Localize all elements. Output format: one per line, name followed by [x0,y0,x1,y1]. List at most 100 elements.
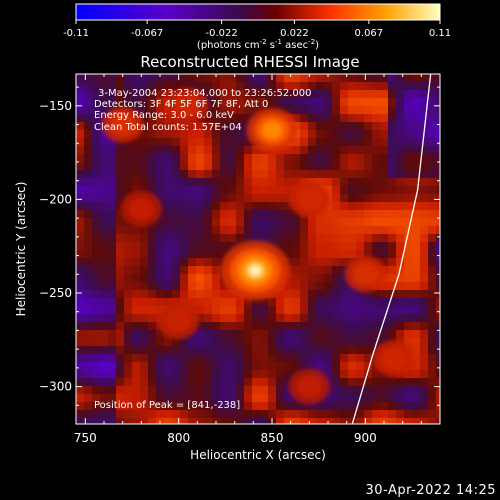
emission-cell [300,154,309,163]
emission-cell [276,154,285,163]
emission-cell [372,370,381,379]
emission-cell [316,90,325,99]
emission-cell [308,402,317,411]
emission-cell [388,274,397,283]
emission-cell [436,218,440,227]
emission-cell [196,354,205,363]
emission-cell [124,322,133,331]
emission-cell [92,378,101,387]
emission-cell [100,266,109,275]
emission-cell [172,370,181,379]
emission-cell [420,250,429,259]
emission-cell [164,346,173,355]
emission-cell [316,354,325,363]
emission-cell [404,338,413,347]
emission-cell [204,346,213,355]
emission-cell [148,258,157,267]
emission-cell [180,266,189,275]
emission-cell [260,162,269,171]
emission-cell [212,274,221,283]
emission-cell [252,402,261,411]
emission-cell [436,162,440,171]
emission-cell [404,290,413,299]
info-time-range: 3-May-2004 23:23:04.000 to 23:26:52.000 [98,88,311,99]
emission-cell [260,218,269,227]
emission-cell [156,282,165,291]
emission-cell [124,386,133,395]
emission-cell [92,418,101,424]
emission-cell [76,114,85,123]
colorbar [75,3,441,21]
emission-cell [340,242,349,251]
emission-cell [380,98,389,107]
emission-cell [316,410,325,419]
emission-cell [164,418,173,424]
emission-cell [132,410,141,419]
emission-cell [84,194,93,203]
emission-cell [92,186,101,195]
emission-cell [340,418,349,424]
emission-cell [84,266,93,275]
emission-cell [252,162,261,171]
emission-cell [380,378,389,387]
emission-cell [92,138,101,147]
emission-cell [436,394,440,403]
emission-cell [396,410,405,419]
emission-cell [324,346,333,355]
emission-cell [388,298,397,307]
emission-cell [260,354,269,363]
emission-cell [420,298,429,307]
emission-cell [356,114,365,123]
emission-cell [92,82,101,91]
emission-cell [188,242,197,251]
emission-cell [212,90,221,99]
emission-cell [92,226,101,235]
emission-cell [116,282,125,291]
emission-cell [100,298,109,307]
emission-cell [260,370,269,379]
emission-cell [380,194,389,203]
emission-cell [380,90,389,99]
emission-cell [404,178,413,187]
emission-cell [76,170,85,179]
emission-cell [388,130,397,139]
emission-cell [316,258,325,267]
emission-cell [348,370,357,379]
emission-cell [156,410,165,419]
emission-cell [316,98,325,107]
emission-cell [164,178,173,187]
emission-cell [292,266,301,275]
emission-cell [140,122,149,131]
emission-cell [236,202,245,211]
emission-cell [244,146,253,155]
emission-cell [84,378,93,387]
emission-cell [148,74,157,83]
emission-cell [332,162,341,171]
emission-cell [84,322,93,331]
emission-cell [396,178,405,187]
emission-cell [188,298,197,307]
emission-cell [204,178,213,187]
emission-cell [364,306,373,315]
emission-cell [236,346,245,355]
emission-cell [404,90,413,99]
emission-cell [220,186,229,195]
emission-cell [364,210,373,219]
emission-cell [428,74,437,83]
emission-cell [92,370,101,379]
emission-cell [340,90,349,99]
emission-cell [396,290,405,299]
emission-cell [132,378,141,387]
emission-cell [84,330,93,339]
emission-cell [300,354,309,363]
emission-cell [148,178,157,187]
emission-cell [428,210,437,219]
emission-cell [412,218,421,227]
emission-cell [164,186,173,195]
emission-cell [132,418,141,424]
emission-cell [404,218,413,227]
emission-cell [428,402,437,411]
emission-cell [76,282,85,291]
emission-cell [244,106,253,115]
emission-cell [220,194,229,203]
